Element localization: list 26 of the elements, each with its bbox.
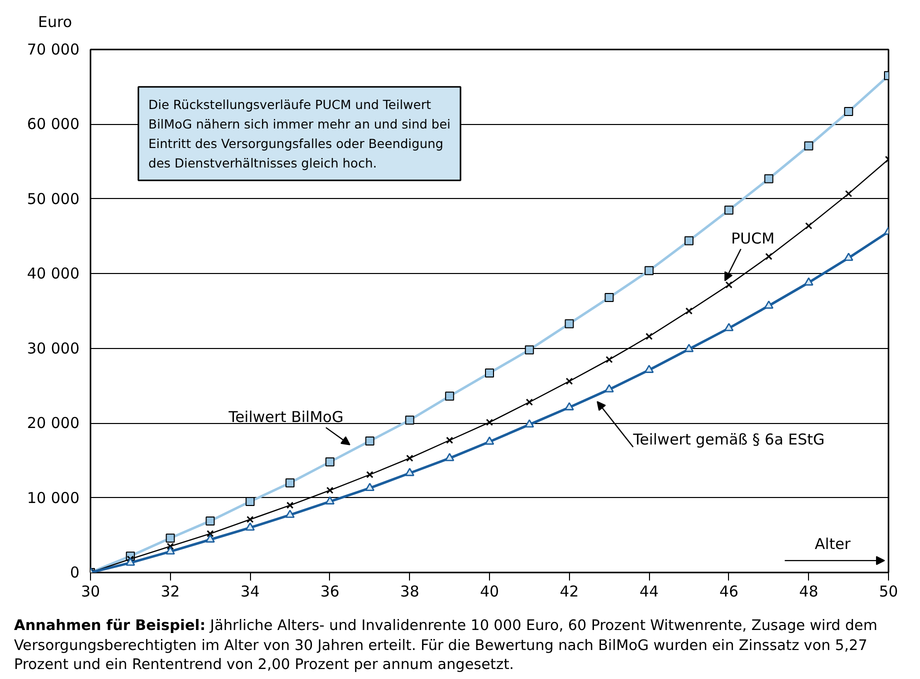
annotation: Alter (814, 535, 852, 554)
series-label: Teilwert BilMoG (228, 408, 344, 426)
x-tick-label: 32 (160, 582, 180, 600)
y-tick-label: 10 000 (27, 488, 80, 507)
y-tick-label: 60 000 (27, 115, 80, 134)
y-tick-label: 40 000 (27, 264, 80, 283)
x-tick-label: 34 (240, 582, 260, 600)
series-label: PUCM (731, 229, 775, 248)
text: Teilwert gemäß § 6a EStG (632, 430, 825, 449)
y-tick-label: 30 000 (27, 339, 80, 358)
x-tick-label: 42 (560, 582, 579, 600)
x-tick-label: 36 (320, 582, 340, 600)
text: Annahmen für Beispiel: (14, 618, 206, 634)
y-axis-title: Euro (38, 12, 72, 33)
x-tick-label: 48 (799, 582, 818, 600)
y-tick-label: 50 000 (27, 190, 80, 208)
x-tick-label: 40 (480, 582, 500, 600)
y-tick-label: 0 (70, 564, 80, 582)
y-tick-label: 20 000 (27, 414, 80, 432)
x-tick-label: 44 (640, 582, 659, 600)
x-tick-label: 50 (878, 582, 898, 600)
x-tick-label: 30 (80, 582, 100, 600)
x-tick-label: 46 (719, 582, 738, 600)
annotation: Die Rückstellungsverläufe PUCM und Teilwert BilMoG nähern sich immer mehr an und sind bei Eintritt des Versorgungsfalles oder Beendigung des Dienstverhältnisses gleich hoch. (148, 96, 451, 170)
y-tick-label: 70 000 (27, 40, 80, 58)
x-tick-label: 38 (400, 582, 420, 600)
